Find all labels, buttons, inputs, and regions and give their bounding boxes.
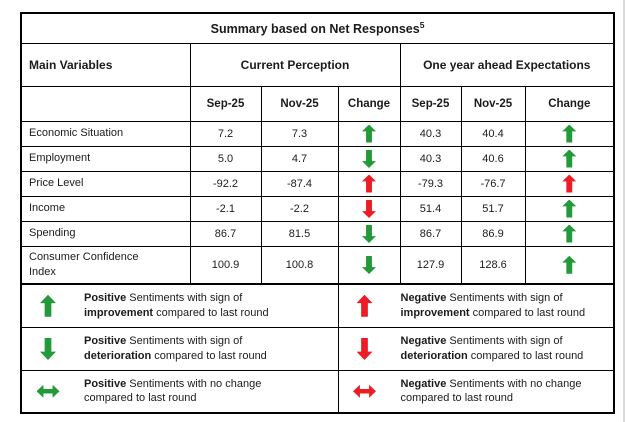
ex-nov-value: 86.9 (460, 220, 526, 247)
legend-item-negative-deterioration: Negative Sentiments with sign of deterio… (337, 326, 615, 371)
cp-nov-value: -87.4 (260, 170, 339, 197)
table-row-income: Income -2.1 -2.2 51.4 51.7 (20, 195, 615, 222)
table-row-employment: Employment 5.0 4.7 40.3 40.6 (20, 145, 615, 172)
title-row: Summary based on Net Responses5 (20, 12, 615, 44)
legend-row-deterioration: Positive Sentiments with sign of deterio… (20, 326, 615, 371)
legend-row-no-change: Positive Sentiments with no change compa… (20, 369, 615, 414)
change-arrow-icon (362, 225, 376, 243)
row-label: Economic Situation (20, 120, 191, 147)
row-label: Spending (20, 220, 191, 247)
cp-sep-value: -92.2 (189, 170, 262, 197)
ex-sep-value: 51.4 (399, 195, 462, 222)
row-label: Income (20, 195, 191, 222)
empty-header-cell (20, 85, 191, 122)
red-up-arrow-icon (356, 294, 373, 317)
current-perception-header: Current Perception (189, 42, 401, 87)
change-arrow-icon (562, 124, 577, 143)
cp-change-cell (337, 220, 401, 247)
subheader-cp-sep25: Sep-25 (189, 85, 262, 122)
green-left-right-arrow-icon (36, 384, 60, 398)
legend-item-negative-improvement: Negative Sentiments with sign of improve… (337, 283, 615, 328)
cp-sep-value: 7.2 (189, 120, 262, 147)
change-arrow-icon (362, 124, 376, 143)
table-row-price-level: Price Level -92.2 -87.4 -79.3 -76.7 (20, 170, 615, 197)
legend-text: Negative Sentiments with sign of deterio… (400, 335, 584, 362)
ex-change-cell (524, 195, 615, 222)
cp-sep-value: 100.9 (189, 245, 262, 285)
ex-nov-value: 128.6 (460, 245, 526, 285)
legend-item-positive-improvement: Positive Sentiments with sign of improve… (20, 283, 339, 328)
ex-sep-value: 86.7 (399, 220, 462, 247)
cp-nov-value: 100.8 (260, 245, 339, 285)
legend-text: Negative Sentiments with no change compa… (400, 377, 582, 405)
red-down-arrow-icon (357, 338, 373, 360)
green-down-arrow-icon (40, 338, 56, 360)
cp-nov-value: -2.2 (260, 195, 339, 222)
table-row-consumer-confidence-index: Consumer Confidence Index 100.9 100.8 12… (20, 245, 615, 285)
cp-sep-value: 5.0 (189, 145, 262, 172)
sub-header-row: Sep-25 Nov-25 Change Sep-25 Nov-25 Chang… (20, 85, 615, 122)
subheader-ex-nov25: Nov-25 (460, 85, 526, 122)
ex-nov-value: 40.4 (460, 120, 526, 147)
legend-row-improvement: Positive Sentiments with sign of improve… (20, 283, 615, 328)
legend-text: Negative Sentiments with sign of improve… (400, 292, 586, 319)
change-arrow-icon (362, 150, 376, 168)
ex-nov-value: 40.6 (460, 145, 526, 172)
ex-change-cell (524, 220, 615, 247)
ex-nov-value: 51.7 (460, 195, 526, 222)
cp-sep-value: -2.1 (189, 195, 262, 222)
row-label: Price Level (20, 170, 191, 197)
cp-change-cell (337, 195, 401, 222)
ex-sep-value: 40.3 (399, 145, 462, 172)
legend-text: Positive Sentiments with no change compa… (84, 377, 262, 405)
cp-change-cell (337, 145, 401, 172)
change-arrow-icon (562, 224, 577, 243)
legend-text: Positive Sentiments with sign of improve… (84, 292, 269, 319)
cp-nov-value: 81.5 (260, 220, 339, 247)
red-left-right-arrow-icon (353, 384, 376, 398)
table-title-text: Summary based on Net Responses (210, 22, 420, 37)
subheader-cp-change: Change (337, 85, 401, 122)
net-responses-summary-table: Summary based on Net Responses5 Main Var… (20, 12, 616, 414)
row-label: Consumer Confidence Index (20, 245, 191, 285)
ex-nov-value: -76.7 (460, 170, 526, 197)
ex-sep-value: -79.3 (399, 170, 462, 197)
ex-change-cell (524, 245, 615, 285)
subheader-ex-change: Change (524, 85, 615, 122)
subheader-cp-nov25: Nov-25 (260, 85, 339, 122)
change-arrow-icon (362, 174, 376, 193)
main-variables-header: Main Variables (20, 42, 191, 87)
expectations-header: One year ahead Expectations (399, 42, 615, 87)
change-arrow-icon (362, 200, 376, 218)
green-up-arrow-icon (40, 294, 56, 317)
ex-change-cell (524, 120, 615, 147)
cp-change-cell (337, 120, 401, 147)
ex-sep-value: 127.9 (399, 245, 462, 285)
legend-item-negative-no-change: Negative Sentiments with no change compa… (337, 369, 615, 414)
cp-nov-value: 7.3 (260, 120, 339, 147)
cp-change-cell (337, 245, 401, 285)
subheader-ex-sep25: Sep-25 (399, 85, 462, 122)
row-label: Employment (20, 145, 191, 172)
change-arrow-icon (562, 255, 577, 274)
cp-nov-value: 4.7 (260, 145, 339, 172)
cp-change-cell (337, 170, 401, 197)
change-arrow-icon (562, 174, 577, 193)
legend-text: Positive Sentiments with sign of deterio… (84, 335, 267, 362)
change-arrow-icon (562, 149, 577, 168)
change-arrow-icon (362, 256, 376, 274)
legend-item-positive-deterioration: Positive Sentiments with sign of deterio… (20, 326, 339, 371)
table-row-spending: Spending 86.7 81.5 86.7 86.9 (20, 220, 615, 247)
legend-item-positive-no-change: Positive Sentiments with no change compa… (20, 369, 339, 414)
table-row-economic-situation: Economic Situation 7.2 7.3 40.3 40.4 (20, 120, 615, 147)
ex-sep-value: 40.3 (399, 120, 462, 147)
group-header-row: Main Variables Current Perception One ye… (20, 42, 615, 87)
cp-sep-value: 86.7 (189, 220, 262, 247)
table-title: Summary based on Net Responses5 (20, 12, 615, 44)
ex-change-cell (524, 145, 615, 172)
footnote-marker: 5 (419, 20, 425, 31)
change-arrow-icon (562, 199, 577, 218)
ex-change-cell (524, 170, 615, 197)
